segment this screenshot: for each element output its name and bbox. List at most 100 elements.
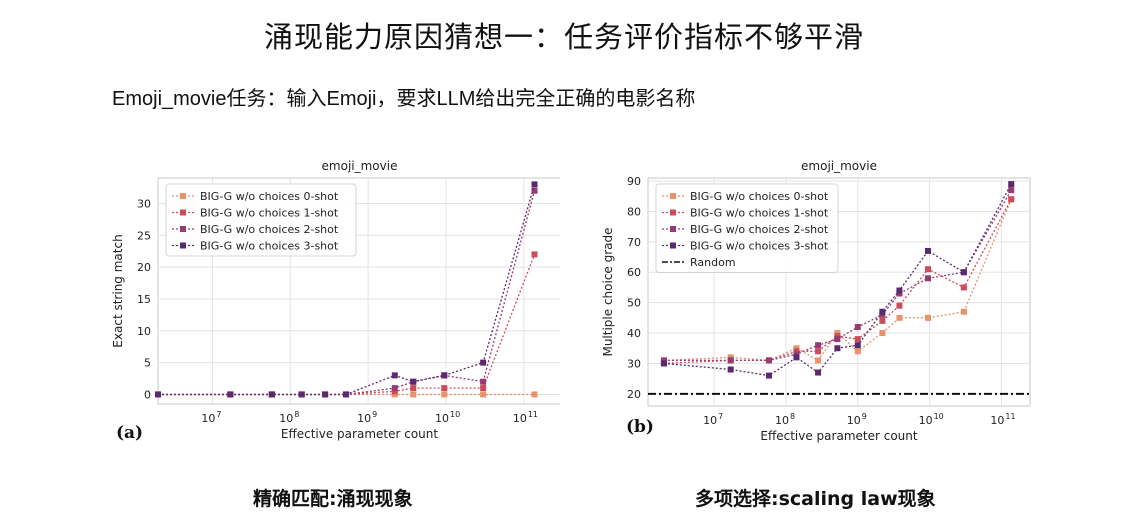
data-point-2-shot	[793, 351, 800, 358]
data-point-0-shot	[924, 314, 931, 321]
data-point-2-shot	[765, 357, 772, 364]
legend-marker-3-shot	[670, 242, 676, 249]
data-point-0-shot	[391, 391, 398, 398]
y-tick-label: 10	[137, 325, 151, 338]
x-tick-exponent: 7	[216, 410, 221, 419]
data-point-3-shot	[227, 391, 234, 398]
data-point-3-shot	[815, 369, 822, 376]
y-tick-label: 20	[137, 261, 151, 274]
y-tick-label: 50	[627, 297, 641, 310]
data-point-1-shot	[960, 284, 967, 291]
data-point-2-shot	[834, 336, 841, 343]
legend-label: BIG-G w/o choices 2-shot	[690, 223, 829, 236]
data-point-3-shot	[1008, 181, 1015, 188]
y-tick-label: 40	[627, 327, 641, 340]
panel-label-b: (b)	[626, 417, 654, 437]
x-tick-base: 10	[201, 412, 215, 425]
data-point-2-shot	[854, 323, 861, 330]
data-point-1-shot	[391, 388, 398, 395]
x-tick-exponent: 8	[294, 410, 299, 419]
legend-label: BIG-G w/o choices 1-shot	[200, 207, 339, 220]
x-axis-label: Effective parameter count	[760, 429, 917, 443]
data-point-3-shot	[268, 391, 275, 398]
data-point-1-shot	[854, 336, 861, 343]
legend-marker-3-shot	[180, 242, 186, 249]
legend-marker-2-shot	[180, 226, 186, 232]
data-point-3-shot	[793, 354, 800, 361]
legend-marker-0-shot	[670, 193, 676, 199]
data-point-3-shot	[727, 366, 734, 373]
data-point-1-shot	[1008, 196, 1015, 203]
data-point-1-shot	[879, 317, 886, 324]
slide-subtitle: Emoji_movie任务：输入Emoji，要求LLM给出完全正确的电影名称	[112, 88, 696, 110]
data-point-2-shot	[660, 357, 667, 364]
x-tick-exponent: 8	[790, 412, 795, 421]
data-point-2-shot	[480, 378, 487, 385]
data-point-3-shot	[879, 308, 886, 315]
panel-label-a: (a)	[116, 423, 144, 443]
legend-label: BIG-G w/o choices 2-shot	[200, 223, 339, 236]
legend-label: Random	[690, 256, 736, 269]
data-point-2-shot	[815, 342, 822, 349]
data-point-3-shot	[960, 269, 967, 276]
data-point-1-shot	[531, 251, 538, 258]
series-line-3-shot	[663, 183, 1012, 377]
data-point-3-shot	[343, 391, 350, 398]
data-point-1-shot	[834, 333, 841, 340]
data-point-0-shot	[727, 354, 734, 361]
chart-title: emoji_movie	[801, 159, 877, 173]
x-tick-base: 10	[775, 414, 789, 427]
legend-label: BIG-G w/o choices 0-shot	[690, 190, 829, 203]
x-tick-exponent: 10	[934, 412, 944, 421]
data-point-3-shot	[298, 391, 305, 398]
legend-label: BIG-G w/o choices 0-shot	[200, 190, 339, 203]
data-point-0-shot	[531, 391, 538, 398]
data-point-2-shot	[879, 311, 886, 318]
x-tick-exponent: 7	[718, 412, 723, 421]
data-point-2-shot	[924, 275, 931, 282]
data-point-0-shot	[879, 330, 886, 337]
data-point-0-shot	[960, 308, 967, 315]
legend-marker-1-shot	[670, 209, 676, 216]
data-point-1-shot	[815, 348, 822, 355]
y-tick-label: 30	[627, 357, 641, 370]
data-point-2-shot	[896, 290, 903, 297]
x-tick-exponent: 11	[528, 410, 538, 419]
y-axis-label: Exact string match	[111, 234, 125, 347]
slide-title: 涌现能力原因猜想一：任务评价指标不够平滑	[263, 20, 864, 54]
legend-marker-1-shot	[180, 209, 186, 216]
y-tick-label: 90	[627, 175, 641, 188]
chart-title: emoji_movie	[322, 159, 398, 173]
data-point-3-shot	[896, 287, 903, 294]
data-point-1-shot	[441, 385, 448, 392]
data-point-0-shot	[815, 357, 822, 364]
data-point-0-shot	[896, 314, 903, 321]
series-line-0-shot	[663, 199, 1012, 362]
y-axis-label: Multiple choice grade	[601, 227, 615, 356]
data-point-3-shot	[834, 345, 841, 352]
series-line-2-shot	[663, 189, 1012, 362]
data-point-3-shot	[660, 360, 667, 367]
y-tick-label: 15	[137, 293, 151, 306]
data-point-0-shot	[441, 391, 448, 398]
data-point-3-shot	[322, 391, 329, 398]
data-point-0-shot	[480, 391, 487, 398]
x-tick-base: 10	[279, 412, 293, 425]
y-tick-label: 25	[137, 229, 151, 242]
data-point-3-shot	[765, 372, 772, 379]
data-point-3-shot	[155, 391, 161, 398]
data-point-1-shot	[896, 302, 903, 309]
data-point-1-shot	[410, 385, 417, 392]
data-point-3-shot	[410, 378, 417, 385]
data-point-3-shot	[924, 247, 931, 254]
data-point-2-shot	[727, 357, 734, 364]
x-tick-base: 10	[990, 414, 1004, 427]
x-tick-base: 10	[357, 412, 371, 425]
y-tick-label: 20	[627, 388, 641, 401]
data-point-2-shot	[391, 385, 398, 392]
data-point-1-shot	[793, 348, 800, 355]
x-tick-base: 10	[513, 412, 527, 425]
legend-label: BIG-G w/o choices 3-shot	[200, 240, 339, 253]
